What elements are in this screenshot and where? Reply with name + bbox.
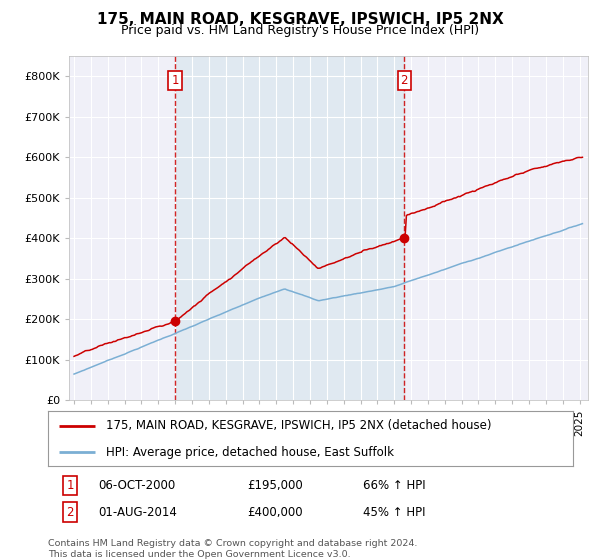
Bar	[175, 56, 404, 400]
Text: 2: 2	[401, 74, 408, 87]
Text: 45% ↑ HPI: 45% ↑ HPI	[363, 506, 425, 519]
Text: 2: 2	[67, 506, 74, 519]
Text: Price paid vs. HM Land Registry's House Price Index (HPI): Price paid vs. HM Land Registry's House …	[121, 24, 479, 36]
Text: £195,000: £195,000	[248, 479, 303, 492]
Text: 66% ↑ HPI: 66% ↑ HPI	[363, 479, 425, 492]
Text: Contains HM Land Registry data © Crown copyright and database right 2024.
This d: Contains HM Land Registry data © Crown c…	[48, 539, 418, 559]
Text: 175, MAIN ROAD, KESGRAVE, IPSWICH, IP5 2NX (detached house): 175, MAIN ROAD, KESGRAVE, IPSWICH, IP5 2…	[106, 419, 491, 432]
Text: 1: 1	[67, 479, 74, 492]
Text: 175, MAIN ROAD, KESGRAVE, IPSWICH, IP5 2NX: 175, MAIN ROAD, KESGRAVE, IPSWICH, IP5 2…	[97, 12, 503, 27]
Text: 06-OCT-2000: 06-OCT-2000	[98, 479, 175, 492]
Text: HPI: Average price, detached house, East Suffolk: HPI: Average price, detached house, East…	[106, 446, 394, 459]
Text: 1: 1	[172, 74, 179, 87]
Text: 01-AUG-2014: 01-AUG-2014	[98, 506, 177, 519]
Text: £400,000: £400,000	[248, 506, 303, 519]
